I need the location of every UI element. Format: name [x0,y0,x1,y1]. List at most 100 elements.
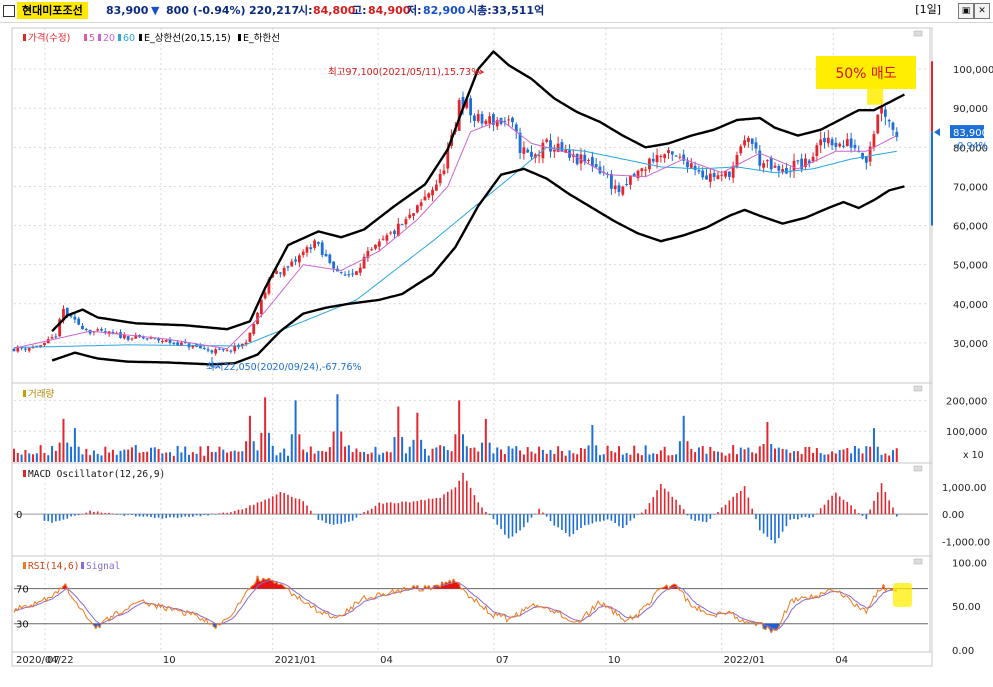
macd-bar [545,514,548,517]
volume-bar [85,448,88,462]
candle-body [65,307,69,316]
sell-note: 50% 매도 [835,66,896,82]
macd-bar [89,510,91,515]
price-tick-label: 100,000 [953,65,993,76]
candle-body [442,170,446,175]
macd-bar [131,514,133,515]
volume-bar [564,455,567,462]
volume-panel-minimize-button[interactable] [913,385,923,392]
volume-bar [218,446,221,462]
period-selector[interactable]: [1일] [915,3,941,16]
candle-body [727,171,731,177]
candle-body [39,345,43,347]
candle-body [686,161,689,168]
candle-body [503,120,507,122]
volume-bar [690,448,693,462]
macd-bar [142,514,145,517]
macd-bar [880,483,883,515]
candle-body [191,345,195,348]
candle-body [777,166,781,171]
candle-body [594,164,598,168]
macd-bar [401,501,403,515]
macd-bar [336,514,339,524]
volume-bar [237,451,240,462]
candle-body [461,96,465,109]
rsi-highlight-box [893,583,912,607]
current-price-tag-label: 83,900 [953,128,988,139]
volume-bar [812,452,815,462]
macd-bar [808,514,811,518]
volume-bar [724,455,727,462]
candle-body [663,154,667,159]
volume-bar [568,450,571,462]
volume-bar [286,455,289,462]
macd-bar [74,514,76,516]
macd-bar [724,504,727,515]
candle-body [141,336,145,339]
volume-bar [846,448,849,462]
macd-bar [138,514,141,517]
candle-body [621,186,625,195]
restore-icon[interactable]: ▣ [958,3,974,19]
volume-bar [32,454,35,462]
candle-body [404,219,408,225]
candle-body [552,149,556,152]
volume-bar [781,448,784,462]
macd-bar [667,491,670,515]
volume-bar [716,451,719,462]
candle-body [12,348,16,352]
macd-bar [241,509,244,515]
macd-bar [701,514,704,522]
volume-bar [861,453,864,462]
volume-bar [222,449,225,462]
volume-bar [271,445,274,462]
candle-body [864,156,868,163]
macd-bar [884,492,887,515]
volume-bar [465,446,468,462]
volume-bar [709,446,712,462]
candle-body [499,117,503,124]
rsi-panel-minimize-button[interactable] [913,558,923,565]
macd-bar [462,472,464,515]
candle-body [221,348,225,351]
macd-bar [393,503,396,515]
x-axis-bar [11,651,933,667]
volume-bar [732,445,735,462]
macd-bar [298,498,301,515]
volume-bar [165,452,168,462]
macd-bar [819,508,822,515]
volume-bar [591,425,594,462]
volume-bar [115,454,118,462]
volume-bar [81,454,84,462]
candle-body [415,205,419,213]
select-checkbox[interactable] [3,5,15,17]
price-change: 800 (-0.94%) [166,4,246,17]
axis-up-range-bar [931,61,933,132]
price-panel-minimize-button[interactable] [913,30,923,37]
volume-bar [294,400,297,462]
candle-body [50,337,54,339]
macd-bar [359,514,362,515]
chart-area[interactable]: 50% 매도 최고97,100(2021/05/11),15.73% 최저22,05… [0,22,993,687]
volume-bar [793,451,796,462]
candle-body [309,247,313,250]
volume-bar [667,455,670,462]
volume-bar [735,454,738,462]
market-cap: 시총:33,511억 [467,4,545,17]
close-icon[interactable]: ✕ [974,3,990,19]
macd-bar [306,505,308,515]
volume-bar [629,454,632,462]
volume-bar [119,450,122,462]
candle-body [651,158,655,162]
volume-bar [583,448,586,462]
volume-bar [469,447,472,462]
macd-bar [176,514,179,518]
candle-body [84,329,88,331]
macd-bar [526,514,529,523]
candle-body [659,155,663,158]
macd-bar [781,514,784,532]
macd-bar [245,508,247,515]
volume-bar [408,446,411,462]
stock-name[interactable]: 현대미포조선 [17,2,88,19]
macd-panel-minimize-button[interactable] [913,465,923,472]
